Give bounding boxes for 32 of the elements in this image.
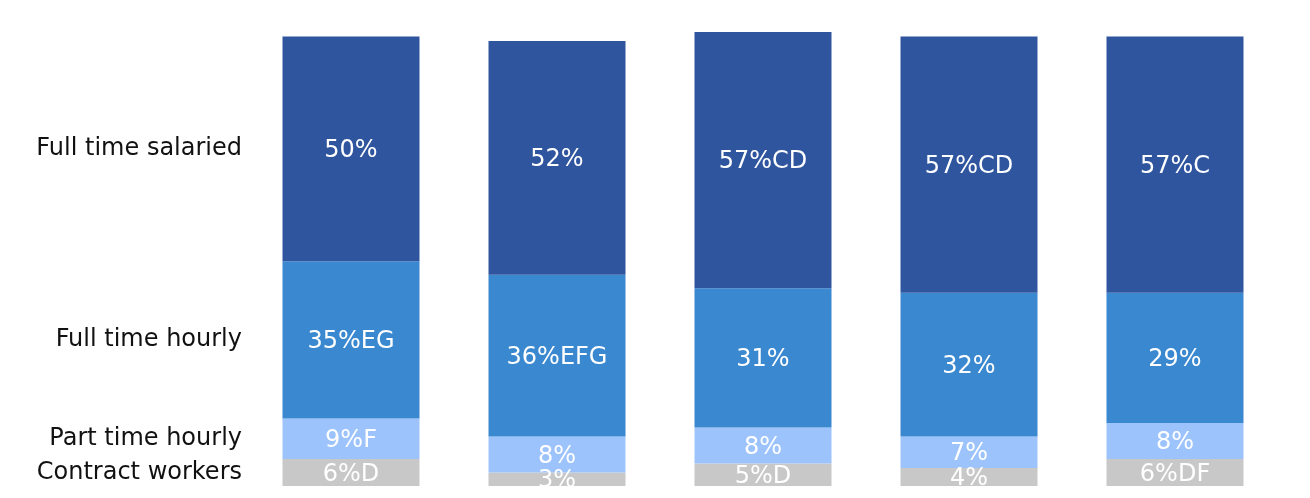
data-label: 9%F	[325, 424, 377, 453]
bar	[282, 261, 420, 419]
bar	[488, 40, 626, 275]
bar	[694, 288, 832, 428]
bar	[900, 292, 1038, 437]
bar	[488, 274, 626, 437]
data-label: 8%	[537, 440, 577, 469]
bar	[1106, 423, 1244, 460]
data-label: 8%	[743, 431, 783, 460]
series-label: Full time hourly	[55, 323, 242, 352]
bar	[900, 36, 1038, 293]
bar	[282, 36, 420, 262]
bar	[1106, 36, 1244, 293]
series-label: Full time salaried	[36, 132, 242, 161]
data-label: 57%C	[1139, 150, 1211, 179]
data-label: 50%	[324, 134, 378, 163]
data-label: 31%	[736, 343, 790, 372]
bar	[900, 436, 1038, 469]
data-label: 57%CD	[718, 146, 808, 175]
data-label: 32%	[942, 350, 996, 379]
series-label: Part time hourly	[49, 422, 242, 451]
data-label: 29%	[1148, 343, 1202, 372]
series-label: Contract workers	[36, 456, 242, 485]
bar	[694, 32, 832, 289]
bar	[694, 427, 832, 464]
bar	[1106, 292, 1244, 424]
data-label: 57%CD	[924, 150, 1014, 179]
data-label: 36%EFG	[506, 341, 608, 370]
data-label: 52%	[530, 143, 584, 172]
bar	[282, 418, 420, 460]
data-label: 8%	[1155, 427, 1195, 456]
data-label: 35%EG	[307, 325, 395, 354]
